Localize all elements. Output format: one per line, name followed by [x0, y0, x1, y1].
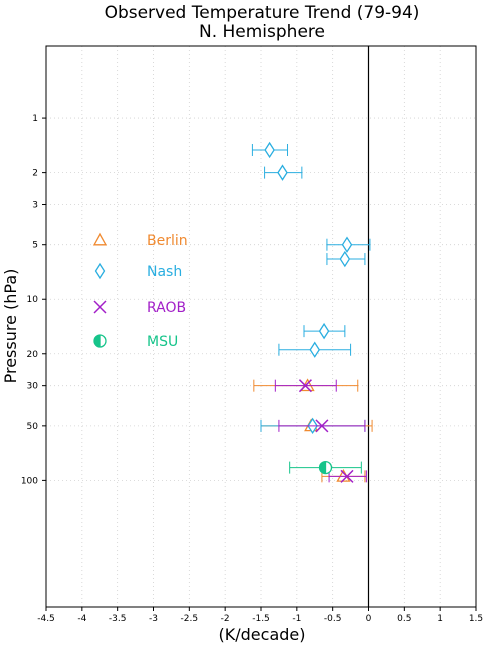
raob-point — [298, 379, 312, 393]
y-tick-label: 3 — [32, 201, 38, 211]
y-tick-label: 50 — [27, 422, 39, 432]
y-tick-label: 30 — [27, 382, 39, 392]
legend-marker-nash — [94, 262, 106, 280]
x-tick-label: -3.5 — [109, 614, 127, 624]
legend-label-nash: Nash — [147, 264, 182, 280]
legend-marker-berlin — [92, 232, 108, 246]
x-tick-label: -2.5 — [181, 614, 199, 624]
x-tick-label: -4.5 — [37, 614, 55, 624]
y-axis-title: Pressure (hPa) — [1, 269, 20, 384]
x-tick-label: -1.5 — [252, 614, 270, 624]
raob-point-stroke-b — [315, 419, 329, 433]
y-tick-label: 100 — [21, 476, 38, 486]
nash-point — [277, 164, 288, 181]
legend-label-berlin: Berlin — [147, 233, 188, 249]
x-tick-label: -3 — [149, 614, 158, 624]
y-tick-label: 20 — [27, 350, 39, 360]
legend: Berlin Nash RAOB MSU — [92, 232, 188, 350]
y-axis: 1 2 3 5 10 20 30 50 100 — [21, 114, 46, 486]
nash-point — [318, 322, 330, 340]
msu-point — [318, 460, 333, 475]
series-msu — [289, 460, 362, 475]
x-tick-label: 1.5 — [469, 614, 483, 624]
raob-point-stroke-b — [340, 469, 354, 483]
grid-lines — [45, 46, 477, 607]
nash-point — [309, 341, 321, 358]
msu-point-fill — [319, 461, 326, 474]
x-tick-label: 0.5 — [397, 614, 411, 624]
y-tick-label: 1 — [32, 114, 38, 124]
raob-point — [315, 419, 329, 433]
data-series-layer — [251, 141, 373, 483]
series-raob — [274, 379, 367, 483]
x-axis: -4.5 -4 -3.5 -3 -2.5 -2 -1.5 -1 -0.5 0 0.5 1 1.5 — [37, 607, 483, 624]
x-tick-label: 0 — [366, 614, 372, 624]
legend-marker-msu-fill — [94, 335, 100, 347]
chart-subtitle: N. Hemisphere — [199, 22, 325, 42]
nash-point — [264, 141, 275, 159]
series-nash — [251, 141, 371, 435]
legend-marker-raob — [93, 300, 107, 314]
nash-point — [339, 250, 351, 268]
legend-label-raob: RAOB — [147, 300, 186, 316]
y-tick-label: 10 — [27, 295, 39, 305]
chart-title: Observed Temperature Trend (79-94) — [105, 3, 420, 23]
raob-point-stroke-b — [298, 379, 312, 393]
y-tick-label: 2 — [32, 169, 38, 179]
x-axis-title: (K/decade) — [219, 625, 306, 644]
legend-marker-msu — [93, 334, 107, 348]
x-tick-label: 1 — [437, 614, 443, 624]
x-tick-label: -1 — [292, 614, 301, 624]
y-tick-label: 5 — [32, 241, 38, 251]
raob-point — [340, 469, 354, 483]
x-tick-label: -2 — [221, 614, 230, 624]
legend-label-msu: MSU — [147, 334, 178, 350]
x-tick-label: -0.5 — [324, 614, 342, 624]
legend-marker-raob-stroke-b — [93, 300, 107, 314]
x-tick-label: -4 — [77, 614, 86, 624]
nash-point — [341, 236, 353, 253]
